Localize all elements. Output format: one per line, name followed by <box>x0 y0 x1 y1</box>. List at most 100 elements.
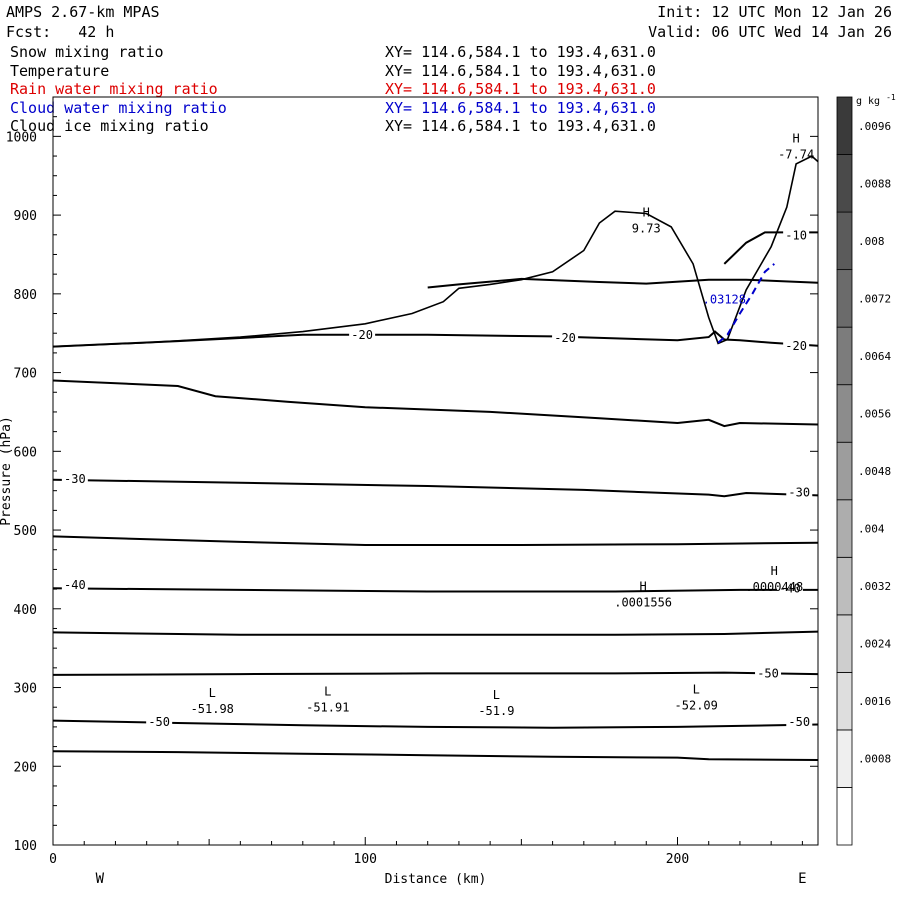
colorbar-bin <box>836 556 853 616</box>
init-time: Init: 12 UTC Mon 12 Jan 26 <box>657 3 892 21</box>
valid-time: Valid: 06 UTC Wed 14 Jan 26 <box>648 23 892 41</box>
colorbar-bin <box>836 326 853 386</box>
colorbar-bin <box>836 211 853 271</box>
extremum-value: -7.74 <box>778 148 814 162</box>
isotherm-line-5 <box>52 535 819 546</box>
isotherm-line-6 <box>52 478 819 498</box>
y-tick-label: 600 <box>14 445 37 460</box>
x-tick-label: 200 <box>666 852 689 867</box>
contour-label: -30 <box>788 485 810 499</box>
contour-label: -20 <box>785 339 807 353</box>
contour-label: -50 <box>148 715 170 729</box>
plot-frame <box>52 96 819 846</box>
colorbar-label: .0064 <box>858 350 891 363</box>
cloud-water-contour <box>717 263 775 344</box>
isotherm-line-0 <box>52 750 819 761</box>
colorbar-bin <box>836 787 853 846</box>
forecast-hour: Fcst: 42 h <box>6 23 115 41</box>
x-tick-label: 100 <box>354 852 377 867</box>
contour-label-bg <box>776 580 803 595</box>
east-label: E <box>798 871 806 887</box>
contour-label-bg <box>786 484 813 499</box>
contour-label-bg <box>786 714 813 729</box>
colorbar-bin <box>836 384 853 443</box>
y-axis-label: Pressure (hPa) <box>0 416 14 526</box>
colorbar-bin <box>836 614 853 673</box>
contour-label: -20 <box>554 331 576 345</box>
extremum-h-marker: H <box>771 564 778 578</box>
extremum-value: -51.9 <box>478 704 514 718</box>
isotherm-line-1 <box>52 719 819 729</box>
isotherm-line-9 <box>427 277 819 289</box>
colorbar-label: .0008 <box>858 753 891 766</box>
contour-label: -30 <box>64 472 86 486</box>
field-name-cloud-water: Cloud water mixing ratio <box>10 99 227 117</box>
isotherm-line-7 <box>52 379 819 428</box>
extremum-l-marker: L <box>493 688 500 702</box>
extremum-value: -52.09 <box>675 699 718 713</box>
colorbar-bin <box>836 441 853 501</box>
contour-label-bg <box>755 665 782 680</box>
cloud-water-value: .03128 <box>703 292 746 306</box>
colorbar-label: .004 <box>858 523 885 536</box>
y-tick-label: 900 <box>14 209 37 224</box>
colorbar-bin <box>836 729 853 788</box>
extremum-value: -51.91 <box>306 700 349 714</box>
contour-label: -40 <box>64 578 86 592</box>
colorbar-label: .0056 <box>858 407 891 420</box>
isotherm-line-4 <box>52 587 818 593</box>
contour-label-bg <box>783 227 810 242</box>
colorbar-bin <box>836 671 853 731</box>
isotherm-line-8 <box>52 330 819 348</box>
field-range-temperature: XY= 114.6,584.1 to 193.4,631.0 <box>385 62 656 80</box>
y-tick-label: 200 <box>14 760 37 775</box>
extremum-h-marker: H <box>793 132 800 146</box>
contour-label: -50 <box>757 666 779 680</box>
contour-label-bg <box>61 470 88 485</box>
colorbar-unit: g kg -1 <box>856 93 896 107</box>
colorbar-unit-exponent: -1 <box>886 93 896 102</box>
extremum-h-marker: H <box>640 580 647 594</box>
y-tick-label: 800 <box>14 288 37 303</box>
extremum-value: -51.98 <box>191 702 234 716</box>
field-range-snow: XY= 114.6,584.1 to 193.4,631.0 <box>385 43 656 61</box>
extremum-h-marker: H <box>643 206 650 220</box>
contour-label: -20 <box>351 328 373 342</box>
contour-label-bg <box>61 577 88 592</box>
extremum-l-marker: L <box>693 683 700 697</box>
field-range-cloud-water: XY= 114.6,584.1 to 193.4,631.0 <box>385 99 656 117</box>
colorbar-label: .0016 <box>858 695 891 708</box>
west-label: W <box>96 871 105 887</box>
contour-label: -50 <box>788 715 810 729</box>
contour-label-bg <box>552 329 579 344</box>
extremum-l-marker: L <box>324 684 331 698</box>
field-name-cloud-ice: Cloud ice mixing ratio <box>10 117 209 135</box>
contour-label-bg <box>146 714 173 729</box>
y-tick-label: 100 <box>14 839 37 854</box>
contour-label-bg <box>783 337 810 352</box>
y-tick-label: 500 <box>14 524 37 539</box>
extremum-value: .0000448 <box>745 580 803 594</box>
x-tick-label: 0 <box>49 852 57 867</box>
colorbar-label: .0048 <box>858 465 891 478</box>
isotherm-line-3 <box>52 630 819 636</box>
contour-label-bg <box>349 326 376 341</box>
colorbar-bin <box>836 499 853 558</box>
y-tick-label: 1000 <box>6 130 37 145</box>
colorbar-label: .0032 <box>858 580 891 593</box>
colorbar-bin <box>836 96 853 155</box>
colorbar-label: .0088 <box>858 177 891 190</box>
y-tick-label: 300 <box>14 682 37 697</box>
extremum-value: 9.73 <box>632 222 661 236</box>
contour-label: -10 <box>785 229 807 243</box>
extremum-value: .0001556 <box>614 596 672 610</box>
colorbar-label: .008 <box>858 235 885 248</box>
colorbar-bin <box>836 269 853 328</box>
isotherm-line-2 <box>52 671 819 676</box>
colorbar-label: .0024 <box>858 638 891 651</box>
extremum-l-marker: L <box>209 686 216 700</box>
model-title: AMPS 2.67-km MPAS <box>6 3 160 21</box>
field-range-cloud-ice: XY= 114.6,584.1 to 193.4,631.0 <box>385 117 656 135</box>
